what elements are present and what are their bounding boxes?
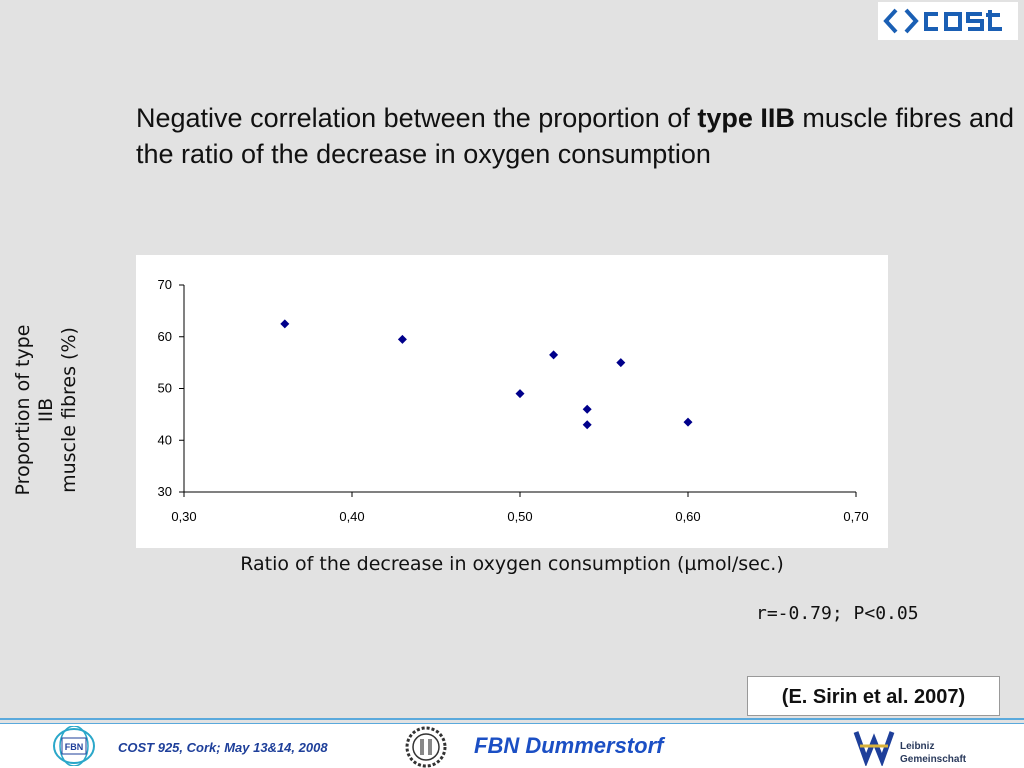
y-tick-label: 50 xyxy=(158,381,172,396)
slide-title: Negative correlation between the proport… xyxy=(136,100,1016,172)
footer-institute-name: FBN Dummerstorf xyxy=(474,733,664,758)
leibniz-logo-text: Leibniz Gemeinschaft xyxy=(900,740,966,766)
x-tick-label: 0,60 xyxy=(675,509,700,524)
x-tick-label: 0,30 xyxy=(171,509,196,524)
leibniz-line-2: Gemeinschaft xyxy=(900,754,967,765)
title-emphasis: type IIB xyxy=(697,103,795,133)
data-point xyxy=(515,389,525,399)
x-axis-label: Ratio of the decrease in oxygen consumpt… xyxy=(240,553,784,575)
cost-logo-text: cost xyxy=(948,37,951,40)
citation-box: (E. Sirin et al. 2007) xyxy=(747,676,1000,716)
y-tick-label: 40 xyxy=(158,432,172,447)
fbn-badge-icon: FBN xyxy=(53,726,95,766)
title-part-1: Negative correlation between the proport… xyxy=(136,103,698,133)
correlation-stats: r=-0.79; P<0.05 xyxy=(756,603,919,624)
scatter-chart: 0,30 0,40 0,50 0,60 0,70 30 40 50 60 70 xyxy=(158,277,869,524)
institute-seal-icon xyxy=(405,726,447,768)
y-axis-label: Proportion of type IIB muscle fibres (%) xyxy=(12,310,81,510)
y-tick-label: 30 xyxy=(158,484,172,499)
data-point xyxy=(280,319,290,329)
data-point xyxy=(582,420,592,430)
leibniz-logo-icon xyxy=(853,731,895,766)
data-point xyxy=(683,417,693,427)
footer-divider-thin xyxy=(0,723,1024,724)
title-part-2: muscle fibres and the ratio of the decre… xyxy=(136,103,1014,169)
cost-logo: cost xyxy=(878,2,1018,40)
y-tick-label: 70 xyxy=(158,277,172,292)
x-tick-label: 0,40 xyxy=(339,509,364,524)
footer-bar: FBN xyxy=(0,724,1024,768)
data-point xyxy=(397,334,407,344)
data-point xyxy=(582,404,592,414)
data-point xyxy=(549,350,559,360)
leibniz-line-1: Leibniz xyxy=(900,741,935,752)
footer-divider xyxy=(0,718,1024,720)
y-tick-label: 60 xyxy=(158,329,172,344)
footer-meeting-text: COST 925, Cork; May 13&14, 2008 xyxy=(118,740,328,755)
fbn-badge-text: FBN xyxy=(65,742,84,752)
data-point xyxy=(616,358,626,368)
y-axis-label-line-1: Proportion of type IIB xyxy=(12,324,57,496)
y-axis-label-line-2: muscle fibres (%) xyxy=(58,327,80,493)
x-tick-label: 0,50 xyxy=(507,509,532,524)
chart-panel: 0,30 0,40 0,50 0,60 0,70 30 40 50 60 70 xyxy=(136,255,888,548)
x-tick-label: 0,70 xyxy=(843,509,868,524)
